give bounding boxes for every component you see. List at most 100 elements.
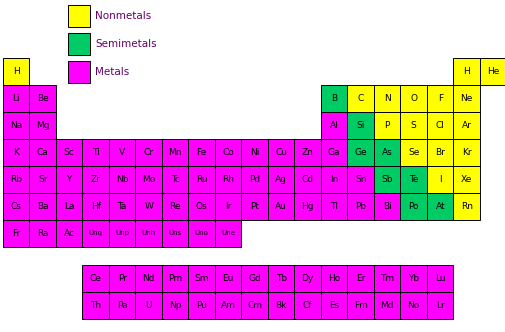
Text: Pt: Pt [250,202,259,211]
Text: Mn: Mn [168,148,182,157]
Bar [320,265,347,292]
Bar [373,265,400,292]
Text: Cs: Cs [11,202,22,211]
Text: Hf: Hf [90,202,100,211]
Bar [109,220,135,247]
Text: Po: Po [408,202,418,211]
Text: Uno: Uno [194,230,208,236]
Bar [241,292,268,319]
Bar [241,193,268,220]
Bar [347,292,373,319]
Text: S: S [410,121,416,130]
Text: Hg: Hg [301,202,314,211]
Text: Sm: Sm [194,274,209,283]
Text: H: H [13,67,20,76]
Bar [320,166,347,193]
Bar [215,193,241,220]
Text: Rn: Rn [460,202,472,211]
Text: La: La [64,202,74,211]
Bar [426,265,452,292]
Text: Ru: Ru [195,175,207,184]
Text: Eu: Eu [222,274,233,283]
Bar [162,139,188,166]
Text: Li: Li [13,94,20,103]
Bar [294,193,320,220]
Text: Kr: Kr [461,148,471,157]
Bar [82,265,109,292]
Text: Co: Co [222,148,234,157]
Text: Si: Si [356,121,364,130]
Text: Mo: Mo [142,175,155,184]
Bar [426,139,452,166]
Bar [241,166,268,193]
Text: Cl: Cl [435,121,444,130]
Bar [29,112,56,139]
Text: Sn: Sn [355,175,366,184]
Bar [215,292,241,319]
Bar [56,193,82,220]
Bar [347,112,373,139]
Text: Ag: Ag [275,175,287,184]
Bar [29,85,56,112]
Bar [452,166,479,193]
Text: Tl: Tl [330,202,337,211]
Bar [3,85,29,112]
Text: Fm: Fm [353,301,367,310]
Bar [452,58,479,85]
Text: P: P [384,121,389,130]
Bar [268,193,294,220]
Text: Dy: Dy [301,274,313,283]
Bar [162,193,188,220]
Bar [268,265,294,292]
Text: Pu: Pu [196,301,207,310]
Bar [452,112,479,139]
Bar [215,265,241,292]
Bar [479,58,505,85]
Text: Ac: Ac [64,229,75,238]
Text: Pr: Pr [118,274,126,283]
Bar [135,193,162,220]
Bar [320,292,347,319]
Bar [29,193,56,220]
Text: N: N [383,94,390,103]
Text: Ga: Ga [327,148,340,157]
Text: Se: Se [407,148,419,157]
Bar [347,139,373,166]
Bar [82,166,109,193]
Bar [426,112,452,139]
Text: Ca: Ca [37,148,48,157]
Text: Al: Al [329,121,338,130]
Bar [82,292,109,319]
Bar [294,139,320,166]
Text: U: U [145,301,152,310]
Bar [215,139,241,166]
Bar [294,265,320,292]
Bar [268,292,294,319]
Text: Uns: Uns [168,230,181,236]
Text: Au: Au [275,202,287,211]
Text: C: C [357,94,363,103]
Bar [109,292,135,319]
Text: Pm: Pm [168,274,182,283]
Text: Fr: Fr [12,229,20,238]
Bar [400,85,426,112]
Bar [109,166,135,193]
Text: Semimetals: Semimetals [95,39,157,49]
Text: Mg: Mg [36,121,49,130]
Text: Pd: Pd [248,175,260,184]
Bar [373,193,400,220]
Bar [162,220,188,247]
Bar [400,292,426,319]
Text: Th: Th [90,301,101,310]
Text: Sc: Sc [64,148,74,157]
Bar [82,193,109,220]
Text: Unp: Unp [115,230,129,236]
Bar [68,5,90,27]
Bar [400,166,426,193]
Bar [452,139,479,166]
Bar [426,166,452,193]
Bar [241,139,268,166]
Bar [109,265,135,292]
Bar [188,292,215,319]
Text: As: As [381,148,392,157]
